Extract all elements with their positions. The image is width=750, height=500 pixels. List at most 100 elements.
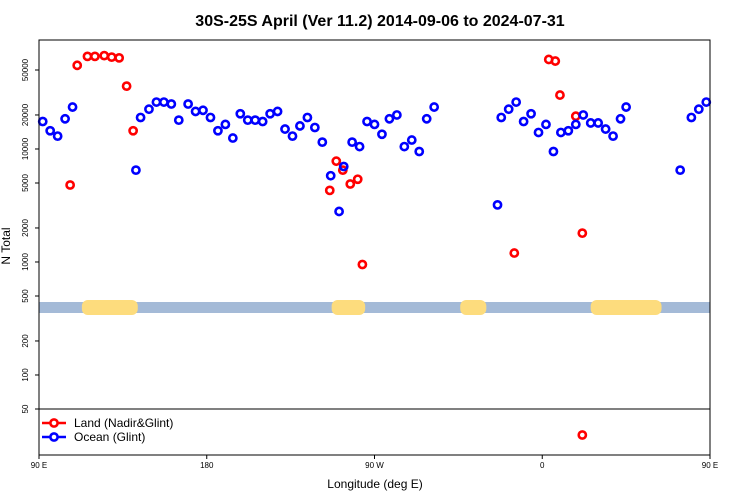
- ocean-point: [213, 125, 223, 136]
- land-point: [128, 125, 139, 136]
- y-tick-label: 50: [21, 404, 30, 413]
- ocean-point: [183, 99, 194, 109]
- ocean-point: [686, 112, 697, 123]
- ocean-point: [429, 102, 440, 112]
- land-point: [550, 56, 561, 66]
- land-point: [99, 50, 110, 61]
- ocean-point: [151, 97, 162, 107]
- land-point: [352, 174, 363, 185]
- ocean-point: [347, 137, 358, 148]
- ocean-point: [227, 133, 238, 143]
- legend-marker: [49, 432, 59, 442]
- ocean-point: [533, 127, 544, 138]
- ocean-point: [621, 102, 632, 112]
- ocean-point: [67, 102, 78, 112]
- land-segment: [460, 300, 487, 315]
- y-axis-label: N Total: [0, 227, 13, 264]
- ocean-point: [496, 112, 507, 123]
- land-point: [509, 248, 520, 258]
- land-segment: [331, 300, 366, 315]
- ocean-point: [280, 124, 290, 134]
- y-tick-label: 20000: [21, 103, 30, 126]
- ocean-point: [173, 115, 184, 126]
- ocean-point: [608, 131, 618, 142]
- ocean-point: [541, 119, 551, 130]
- land-point-below-axis: [577, 430, 588, 440]
- y-tick-label: 200: [21, 334, 30, 348]
- land-point: [82, 51, 93, 62]
- land-point: [570, 111, 581, 122]
- x-tick-label: 0: [540, 461, 545, 470]
- ocean-point: [158, 97, 169, 107]
- y-tick-label: 500: [21, 289, 30, 303]
- ocean-point: [593, 118, 604, 128]
- land-segment: [81, 300, 138, 315]
- ocean-point: [391, 110, 402, 120]
- legend-marker: [49, 418, 59, 428]
- x-tick-label: 90 W: [365, 461, 384, 470]
- ocean-point: [317, 137, 328, 148]
- ocean-point: [265, 108, 276, 119]
- ocean-point: [526, 108, 536, 119]
- land-point: [106, 52, 117, 63]
- ocean-point: [60, 113, 70, 124]
- land-point: [345, 179, 356, 189]
- ocean-point: [570, 119, 581, 130]
- land-point: [72, 60, 83, 71]
- ocean-point: [414, 146, 425, 157]
- ocean-point: [325, 170, 336, 181]
- ocean-point: [362, 116, 372, 127]
- y-tick-label: 5000: [21, 174, 30, 192]
- land-point: [331, 156, 342, 167]
- ocean-point: [578, 110, 589, 120]
- ocean-point: [235, 108, 246, 119]
- ocean-point: [518, 116, 529, 127]
- ocean-point: [563, 125, 574, 136]
- plot-frame: [38, 39, 711, 456]
- ocean-point: [555, 127, 566, 138]
- data-points: [37, 50, 712, 440]
- x-tick-label: 90 E: [702, 461, 718, 470]
- ocean-band: [39, 302, 710, 313]
- ocean-point: [135, 112, 146, 123]
- ocean-point: [377, 129, 387, 140]
- x-tick-label: 90 E: [31, 461, 47, 470]
- land-ocean-strip: [39, 300, 710, 315]
- ocean-point: [503, 104, 514, 115]
- land-segment: [590, 300, 662, 315]
- y-tick-label: 10000: [21, 137, 30, 160]
- x-axis-ticks: 90 E 180 90 W 0 90 E: [31, 455, 718, 470]
- ocean-point: [384, 113, 395, 124]
- ocean-point: [198, 105, 208, 116]
- legend-label: Ocean (Glint): [74, 430, 145, 444]
- land-point: [324, 185, 335, 196]
- ocean-point: [302, 112, 313, 123]
- ocean-point: [492, 200, 503, 210]
- ocean-point: [354, 141, 365, 152]
- ocean-point: [369, 119, 380, 130]
- ocean-point: [45, 125, 56, 136]
- ocean-point: [190, 106, 201, 117]
- y-tick-label: 1000: [21, 253, 30, 271]
- ocean-point: [338, 161, 349, 172]
- ocean-point: [205, 112, 216, 123]
- land-point: [555, 90, 565, 100]
- ocean-point: [600, 124, 611, 134]
- ocean-point: [585, 118, 596, 128]
- x-axis-label: Longitude (deg E): [327, 477, 422, 491]
- ocean-point: [399, 141, 410, 152]
- ocean-point: [287, 131, 298, 142]
- land-point: [577, 228, 588, 239]
- ocean-point: [144, 104, 154, 115]
- ocean-point: [693, 104, 704, 115]
- y-tick-label: 50000: [21, 58, 30, 81]
- ocean-point: [406, 135, 417, 145]
- ocean-point: [615, 113, 626, 124]
- ocean-point: [309, 122, 320, 133]
- ocean-point: [166, 99, 177, 109]
- y-axis-ticks: 50 100 200 500 1000 2000 5000 10000 20000 50000: [21, 58, 39, 413]
- ocean-point: [548, 146, 559, 157]
- ocean-point: [257, 116, 268, 127]
- ocean-point: [511, 97, 522, 107]
- legend-label: Land (Nadir&Glint): [74, 416, 173, 430]
